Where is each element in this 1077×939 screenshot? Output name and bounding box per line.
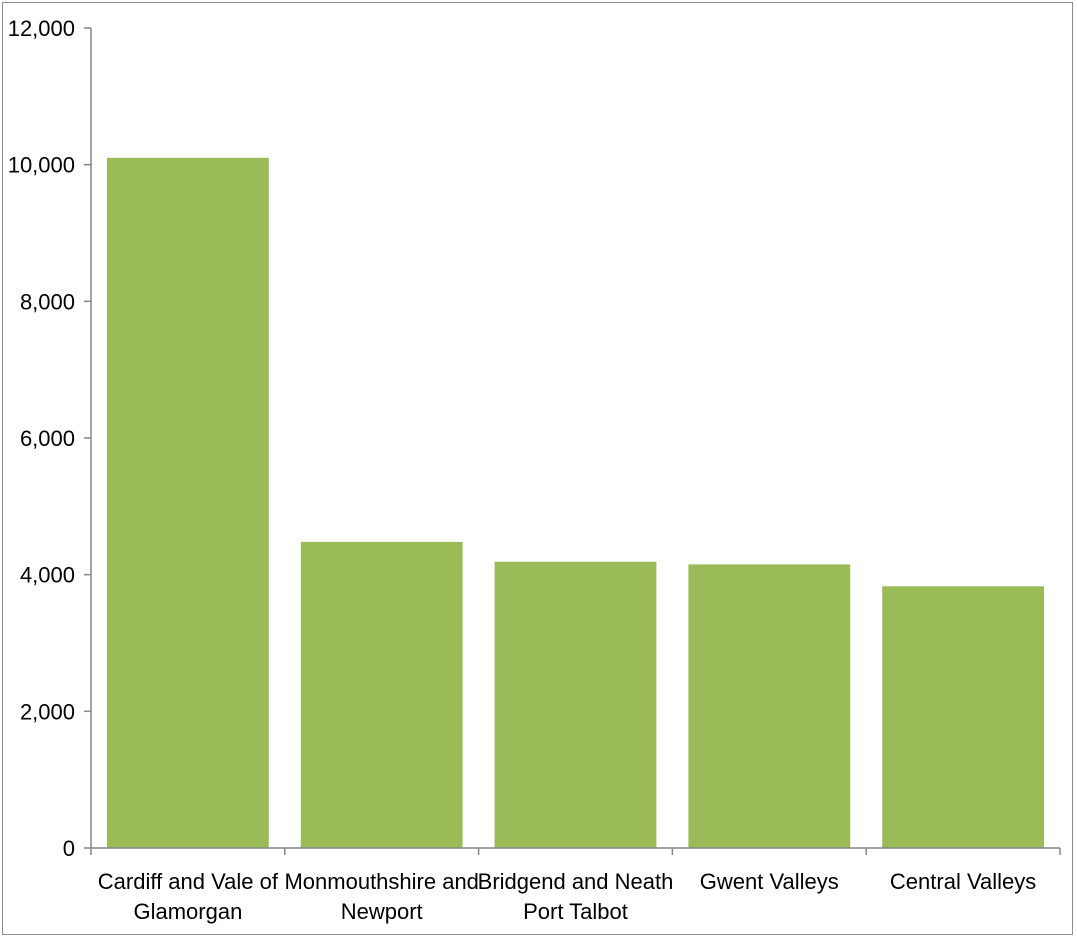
y-tick-label: 4,000 (20, 563, 75, 588)
x-category-label: Bridgend and Neath Port Talbot (478, 869, 674, 924)
bars-group (107, 157, 1044, 849)
y-tick-label: 2,000 (20, 699, 75, 724)
x-category-label: Central Valleys (890, 869, 1036, 894)
bar-2 (494, 561, 657, 848)
y-tick-label: 6,000 (20, 426, 75, 451)
x-labels-group: Cardiff and Vale of GlamorganMonmouthshir… (98, 869, 1036, 924)
bar-3 (688, 564, 851, 848)
x-category-label: Gwent Valleys (700, 869, 839, 894)
x-category-label: Monmouthshire and Newport (284, 869, 478, 924)
bar-0 (107, 157, 269, 849)
y-tick-label: 0 (63, 836, 75, 861)
bar-4 (882, 586, 1044, 848)
y-tick-label: 10,000 (8, 153, 75, 178)
x-category-label: Cardiff and Vale of Glamorgan (98, 869, 279, 924)
y-tick-label: 12,000 (8, 16, 75, 41)
y-ticks-group: 0 2,000 4,000 6,000 8,000 10,000 12,000 (8, 16, 91, 861)
y-tick-label: 8,000 (20, 289, 75, 314)
x-ticks-group (90, 848, 1061, 855)
bar-1 (300, 541, 463, 848)
